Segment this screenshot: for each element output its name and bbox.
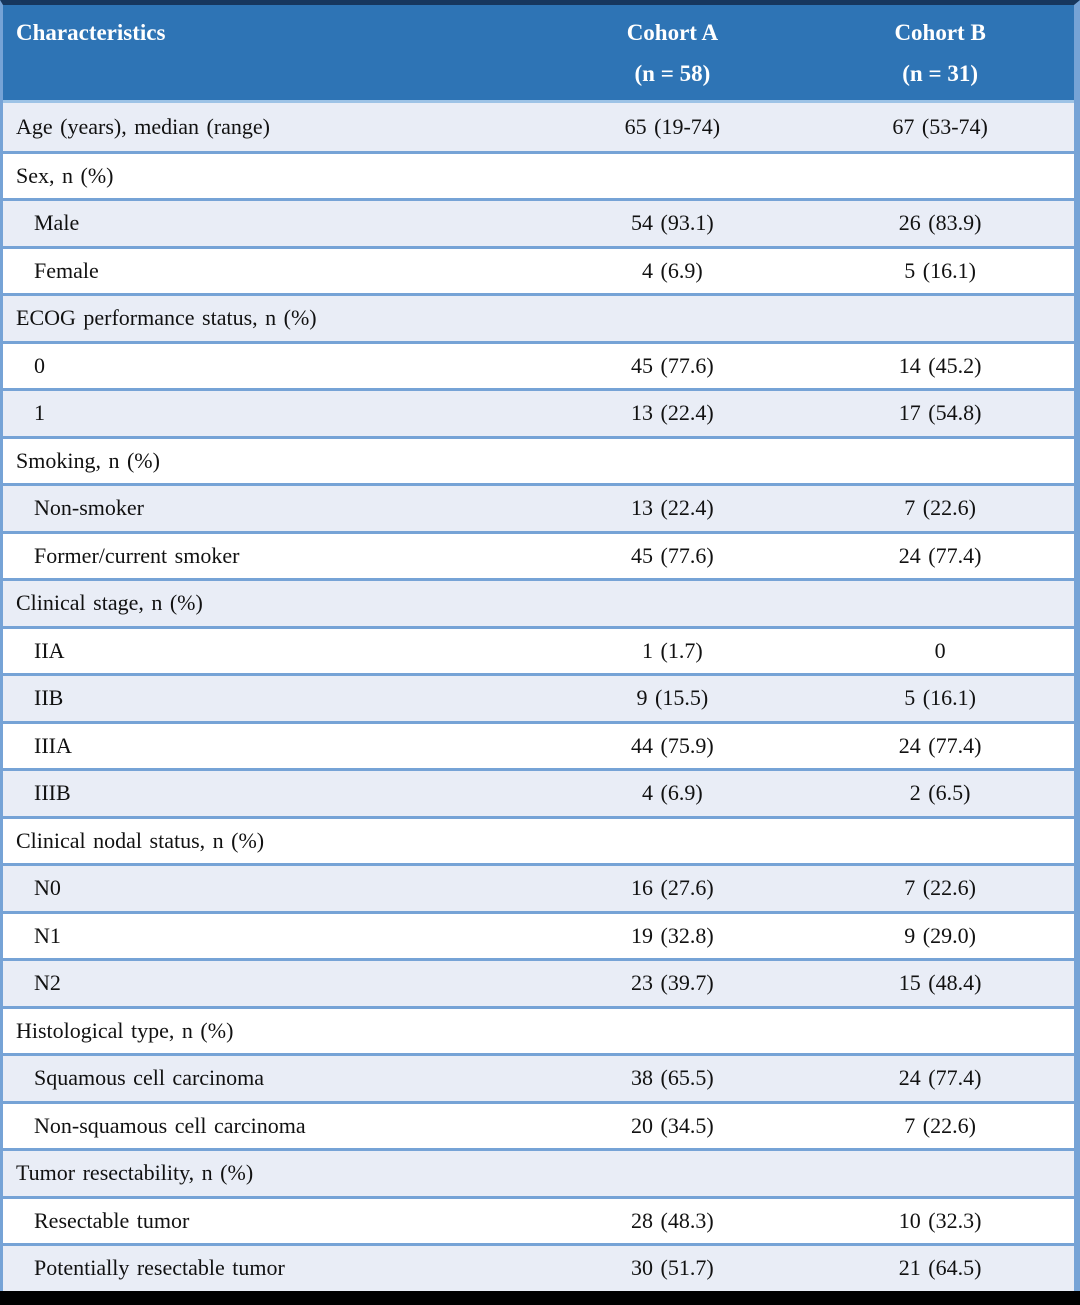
row-label: Squamous cell carcinoma — [34, 1065, 265, 1091]
row-label: Clinical stage, n (%) — [16, 590, 203, 616]
row-label: Resectable tumor — [34, 1207, 190, 1233]
table-header-row: Characteristics Cohort A (n = 58) Cohort… — [3, 5, 1074, 103]
row-label: 1 — [34, 400, 45, 426]
cohort-a-value: 19 (32.8) — [631, 922, 714, 948]
cohort-b-value: 2 (6.5) — [909, 780, 971, 806]
row-label: IIB — [34, 685, 64, 711]
table-row: N1 19 (32.8) 9 (29.0) — [3, 910, 1074, 958]
cohort-b-value: 24 (77.4) — [898, 732, 982, 758]
cohort-a-value: 45 (77.6) — [631, 542, 714, 568]
header-characteristics: Characteristics — [16, 20, 166, 45]
cohort-a-value: 13 (22.4) — [631, 400, 714, 426]
row-label: Histological type, n (%) — [16, 1017, 234, 1043]
table-row: 0 45 (77.6) 14 (45.2) — [3, 340, 1074, 388]
table-row: Non-squamous cell carcinoma 20 (34.5) 7 … — [3, 1100, 1074, 1148]
row-label: Former/current smoker — [34, 542, 240, 568]
row-label: Smoking, n (%) — [16, 447, 160, 473]
row-label: N2 — [34, 970, 61, 996]
row-label: ECOG performance status, n (%) — [16, 305, 317, 331]
bottom-black-bar — [0, 1291, 1080, 1305]
table-row: IIIA 44 (75.9) 24 (77.4) — [3, 720, 1074, 768]
cohort-b-value: 7 (22.6) — [904, 875, 976, 901]
cohort-b-value: 24 (77.4) — [898, 1065, 982, 1091]
table-row: Former/current smoker 45 (77.6) 24 (77.4… — [3, 530, 1074, 578]
row-label: Clinical nodal status, n (%) — [16, 827, 265, 853]
row-label: N0 — [34, 875, 61, 901]
cohort-b-value: 9 (29.0) — [904, 922, 976, 948]
cohort-b-value: 14 (45.2) — [898, 352, 982, 378]
table-row: Squamous cell carcinoma 38 (65.5) 24 (77… — [3, 1053, 1074, 1101]
row-label: Sex, n (%) — [16, 162, 114, 188]
row-label: Non-squamous cell carcinoma — [34, 1112, 306, 1138]
table-row: Tumor resectability, n (%) — [3, 1148, 1074, 1196]
cohort-a-value: 44 (75.9) — [631, 732, 714, 758]
cohort-b-value: 0 — [934, 637, 946, 663]
cohort-a-value: 20 (34.5) — [631, 1112, 714, 1138]
cohort-a-value: 23 (39.7) — [631, 970, 714, 996]
table-row: N0 16 (27.6) 7 (22.6) — [3, 863, 1074, 911]
row-label: Female — [34, 257, 99, 283]
row-label: Male — [34, 210, 80, 236]
row-label: IIA — [34, 637, 65, 663]
row-label: Potentially resectable tumor — [34, 1255, 285, 1281]
row-label: N1 — [34, 922, 61, 948]
header-cohort-a-title: Cohort A — [626, 20, 719, 45]
row-label: Age (years), median (range) — [16, 113, 270, 139]
row-label: IIIB — [34, 780, 71, 806]
row-label: Tumor resectability, n (%) — [16, 1160, 254, 1186]
cohort-a-value: 1 (1.7) — [642, 637, 703, 663]
cohort-b-value: 17 (54.8) — [898, 400, 982, 426]
cohort-a-value: 16 (27.6) — [631, 875, 714, 901]
cohort-a-value: 38 (65.5) — [631, 1065, 714, 1091]
cohort-b-value: 5 (16.1) — [904, 685, 976, 711]
table-body: Age (years), median (range) 65 (19-74) 6… — [3, 103, 1074, 1291]
table-row: IIA 1 (1.7) 0 — [3, 625, 1074, 673]
cohort-b-value: 7 (22.6) — [904, 495, 976, 521]
header-cohort-a: Cohort A (n = 58) — [539, 5, 807, 100]
cohort-a-value: 4 (6.9) — [642, 780, 703, 806]
table-row: Age (years), median (range) 65 (19-74) 6… — [3, 103, 1074, 151]
cohort-b-value: 26 (83.9) — [898, 210, 982, 236]
cohort-a-value: 28 (48.3) — [631, 1207, 714, 1233]
cohort-b-value: 67 (53-74) — [892, 113, 988, 139]
table-row: Smoking, n (%) — [3, 435, 1074, 483]
cohort-a-value: 65 (19-74) — [624, 113, 721, 139]
header-cohort-b-title: Cohort B — [894, 20, 986, 45]
table-row: Sex, n (%) — [3, 150, 1074, 198]
table-row: Non-smoker 13 (22.4) 7 (22.6) — [3, 483, 1074, 531]
table-row: ECOG performance status, n (%) — [3, 293, 1074, 341]
cohort-b-value: 10 (32.3) — [898, 1207, 982, 1233]
table-row: Clinical stage, n (%) — [3, 578, 1074, 626]
cohort-b-value: 7 (22.6) — [904, 1112, 976, 1138]
table-row: Clinical nodal status, n (%) — [3, 815, 1074, 863]
table-row: Male 54 (93.1) 26 (83.9) — [3, 198, 1074, 246]
cohort-a-value: 45 (77.6) — [631, 352, 714, 378]
table-row: Histological type, n (%) — [3, 1005, 1074, 1053]
cohort-a-value: 4 (6.9) — [642, 257, 703, 283]
cohort-b-value: 24 (77.4) — [898, 542, 982, 568]
header-cohort-a-n: (n = 58) — [634, 61, 711, 86]
header-cohort-b-n: (n = 31) — [902, 61, 978, 86]
table-row: Resectable tumor 28 (48.3) 10 (32.3) — [3, 1195, 1074, 1243]
cohort-a-value: 9 (15.5) — [636, 685, 709, 711]
header-cohort-b: Cohort B (n = 31) — [806, 5, 1074, 100]
table-row: Female 4 (6.9) 5 (16.1) — [3, 245, 1074, 293]
cohort-a-value: 30 (51.7) — [631, 1255, 714, 1281]
cohort-a-value: 54 (93.1) — [631, 210, 714, 236]
table-row: N2 23 (39.7) 15 (48.4) — [3, 958, 1074, 1006]
row-label: Non-smoker — [34, 495, 144, 521]
row-label: IIIA — [34, 732, 72, 758]
row-label: 0 — [34, 352, 45, 378]
cohort-a-value: 13 (22.4) — [631, 495, 714, 521]
table-row: Potentially resectable tumor 30 (51.7) 2… — [3, 1243, 1074, 1291]
table-row: 1 13 (22.4) 17 (54.8) — [3, 388, 1074, 436]
table-row: IIIB 4 (6.9) 2 (6.5) — [3, 768, 1074, 816]
table-row: IIB 9 (15.5) 5 (16.1) — [3, 673, 1074, 721]
cohort-b-value: 5 (16.1) — [904, 257, 976, 283]
cohort-b-value: 15 (48.4) — [898, 970, 982, 996]
cohort-b-value: 21 (64.5) — [898, 1255, 982, 1281]
